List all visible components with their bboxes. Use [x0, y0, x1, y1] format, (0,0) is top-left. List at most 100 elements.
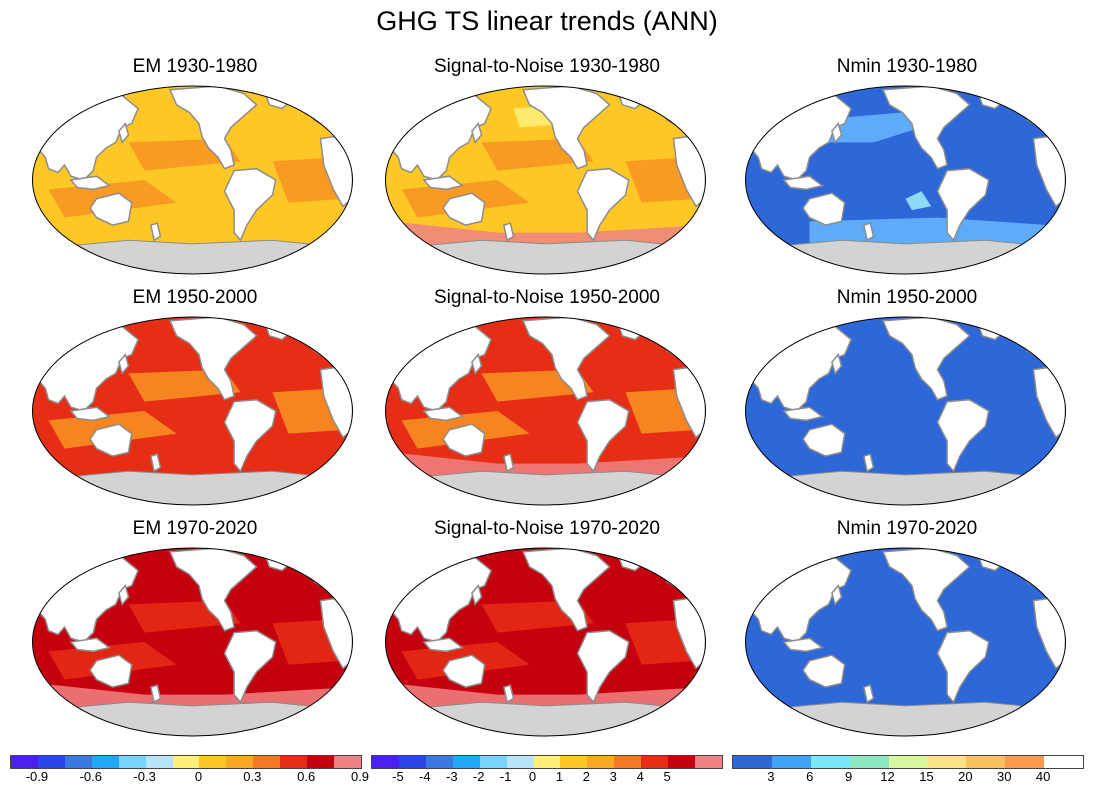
map-panel — [385, 85, 706, 275]
landmass-japan — [118, 353, 130, 375]
colorbar-swatch — [927, 756, 967, 768]
colorbar-swatch — [199, 756, 227, 768]
colorbar-swatch — [425, 756, 453, 768]
landmass-samerica — [223, 167, 277, 242]
colorbar-swatch — [118, 756, 146, 768]
landmass-indonesia — [422, 175, 465, 191]
colorbar-tick-label: -0.6 — [79, 769, 102, 784]
colorbar-tick-label: 0.6 — [297, 769, 316, 784]
landmass-namerica — [522, 86, 611, 170]
landmass-indonesia — [69, 175, 112, 191]
colorbar-swatch — [280, 756, 308, 768]
colorbar-swatch — [253, 756, 281, 768]
colorbar-tick-label: -2 — [472, 769, 485, 784]
colorbar-swatch — [733, 756, 772, 768]
colorbar-swatch — [888, 756, 928, 768]
landmass-namerica — [882, 317, 971, 401]
colorbar-swatch — [587, 756, 615, 768]
landmass-japan — [471, 122, 483, 144]
colorbar-swatch — [849, 756, 889, 768]
landmass-indonesia — [69, 637, 112, 653]
panel-title: EM 1930-1980 — [132, 56, 258, 77]
landmass-indonesia — [782, 637, 825, 653]
colorbar-swatch — [307, 756, 335, 768]
colorbar-tick-label: 12 — [880, 769, 895, 784]
colorbar-tick-label: -0.3 — [133, 769, 156, 784]
landmass-indonesia — [782, 406, 825, 422]
colorbar-swatch — [506, 756, 534, 768]
landmass-nz — [863, 684, 875, 704]
colorbar-tick-label: -4 — [419, 769, 431, 784]
map-panel — [32, 547, 353, 737]
colorbar-swatch — [398, 756, 426, 768]
landmass-nz — [503, 453, 515, 473]
landmass-samerica — [223, 629, 277, 704]
landmass-namerica — [882, 86, 971, 170]
colorbar-swatch — [91, 756, 119, 768]
landmass-australia — [802, 192, 846, 226]
map-panel — [745, 547, 1066, 737]
landmass-samerica — [576, 167, 630, 242]
colorbar-tick-label: 40 — [1035, 769, 1051, 784]
colorbar-tick-label: -0.9 — [25, 769, 49, 784]
colorbar-swatch — [1044, 756, 1083, 768]
colorbar-tick-label: 1 — [555, 769, 564, 784]
landmass-australia — [89, 654, 133, 688]
colorbar-signal-to-noise — [371, 755, 723, 769]
colorbar-swatch — [226, 756, 254, 768]
figure-title: GHG TS linear trends (ANN) — [376, 6, 718, 36]
colorbar-swatch — [695, 756, 722, 768]
landmass-samerica — [936, 629, 990, 704]
landmass-indonesia — [69, 406, 112, 422]
colorbar-tick-label: 3 — [609, 769, 617, 784]
map-panel — [32, 316, 353, 506]
landmass-australia — [802, 654, 846, 688]
landmass-japan — [118, 122, 130, 144]
colorbar-em — [10, 755, 362, 769]
landmass-namerica — [169, 86, 258, 170]
colorbar-tick-label: 4 — [636, 769, 644, 784]
landmass-samerica — [576, 398, 630, 473]
colorbar-swatch — [172, 756, 200, 768]
landmass-namerica — [169, 548, 258, 632]
map-panel — [32, 85, 353, 275]
colorbar-tick-label: 6 — [806, 769, 814, 784]
landmass-nz — [150, 453, 162, 473]
colorbar-swatch — [64, 756, 92, 768]
landmass-indonesia — [422, 637, 465, 653]
map-panel — [745, 85, 1066, 275]
landmass-australia — [89, 192, 133, 226]
colorbar-swatch — [810, 756, 850, 768]
landmass-nz — [503, 222, 515, 242]
panel-title: Nmin 1930-1980 — [836, 56, 978, 77]
colorbar-swatch — [37, 756, 65, 768]
colorbar-swatch — [372, 756, 399, 768]
colorbar-swatch — [966, 756, 1006, 768]
landmass-japan — [471, 353, 483, 375]
landmass-nz — [863, 453, 875, 473]
panel-title: Signal-to-Noise 1930-1980 — [433, 56, 661, 77]
colorbar-swatch — [479, 756, 507, 768]
landmass-nz — [863, 222, 875, 242]
colorbar-tick-label: 0 — [528, 769, 537, 784]
landmass-samerica — [936, 398, 990, 473]
map-panel — [385, 547, 706, 737]
colorbar-swatch — [533, 756, 561, 768]
panel-title: Nmin 1970-2020 — [836, 518, 978, 539]
panel-title: EM 1950-2000 — [132, 287, 258, 308]
landmass-namerica — [522, 548, 611, 632]
colorbar-tick-label: -5 — [392, 769, 404, 784]
colorbar-tick-label: 2 — [582, 769, 590, 784]
landmass-japan — [831, 122, 843, 144]
colorbar-swatch — [334, 756, 361, 768]
colorbar-swatch — [668, 756, 696, 768]
colorbar-swatch — [1005, 756, 1044, 768]
landmass-japan — [118, 584, 130, 606]
colorbar-swatch — [452, 756, 480, 768]
colorbar-tick-label: 5 — [663, 769, 671, 784]
colorbar-tick-label: 30 — [996, 769, 1012, 784]
landmass-australia — [442, 423, 486, 457]
colorbar-swatch — [11, 756, 38, 768]
colorbar-tick-label: 9 — [845, 769, 853, 784]
colorbar-swatch — [641, 756, 669, 768]
